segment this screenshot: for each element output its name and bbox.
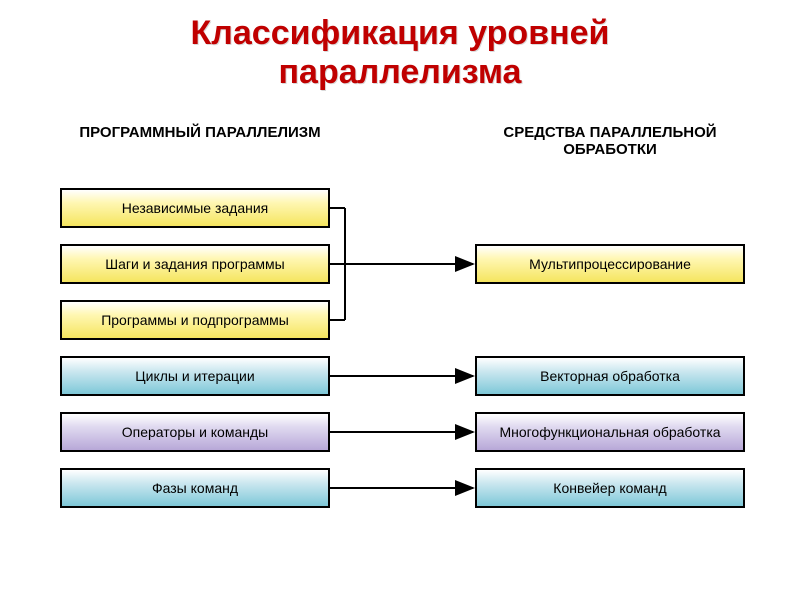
right-box: Конвейер команд	[475, 468, 745, 508]
left-box: Операторы и команды	[60, 412, 330, 452]
right-box: Мультипроцессирование	[475, 244, 745, 284]
left-box-label: Циклы и итерации	[135, 368, 254, 384]
right-box-label: Конвейер команд	[553, 480, 666, 496]
right-box-label: Мультипроцессирование	[529, 256, 691, 272]
title-line-2: параллелизма	[279, 53, 522, 91]
left-box-label: Шаги и задания программы	[105, 256, 284, 272]
right-box-label: Многофункциональная обработка	[499, 424, 720, 440]
page-title: Классификация уровней параллелизма	[0, 0, 800, 92]
left-box-label: Операторы и команды	[122, 424, 268, 440]
left-box: Программы и подпрограммы	[60, 300, 330, 340]
left-box-label: Независимые задания	[122, 200, 269, 216]
left-box: Независимые задания	[60, 188, 330, 228]
left-box-label: Фазы команд	[152, 480, 238, 496]
left-box-label: Программы и подпрограммы	[101, 312, 289, 328]
left-box: Циклы и итерации	[60, 356, 330, 396]
title-line-1: Классификация уровней	[191, 14, 610, 52]
right-box: Многофункциональная обработка	[475, 412, 745, 452]
left-column-header: ПРОГРАММНЫЙ ПАРАЛЛЕЛИЗМ	[60, 124, 340, 141]
right-box: Векторная обработка	[475, 356, 745, 396]
left-box: Шаги и задания программы	[60, 244, 330, 284]
right-header-line-2: ОБРАБОТКИ	[563, 141, 657, 158]
right-column-header: СРЕДСТВА ПАРАЛЛЕЛЬНОЙ ОБРАБОТКИ	[470, 124, 750, 158]
right-header-line-1: СРЕДСТВА ПАРАЛЛЕЛЬНОЙ	[503, 124, 716, 141]
left-box: Фазы команд	[60, 468, 330, 508]
right-box-label: Векторная обработка	[540, 368, 680, 384]
